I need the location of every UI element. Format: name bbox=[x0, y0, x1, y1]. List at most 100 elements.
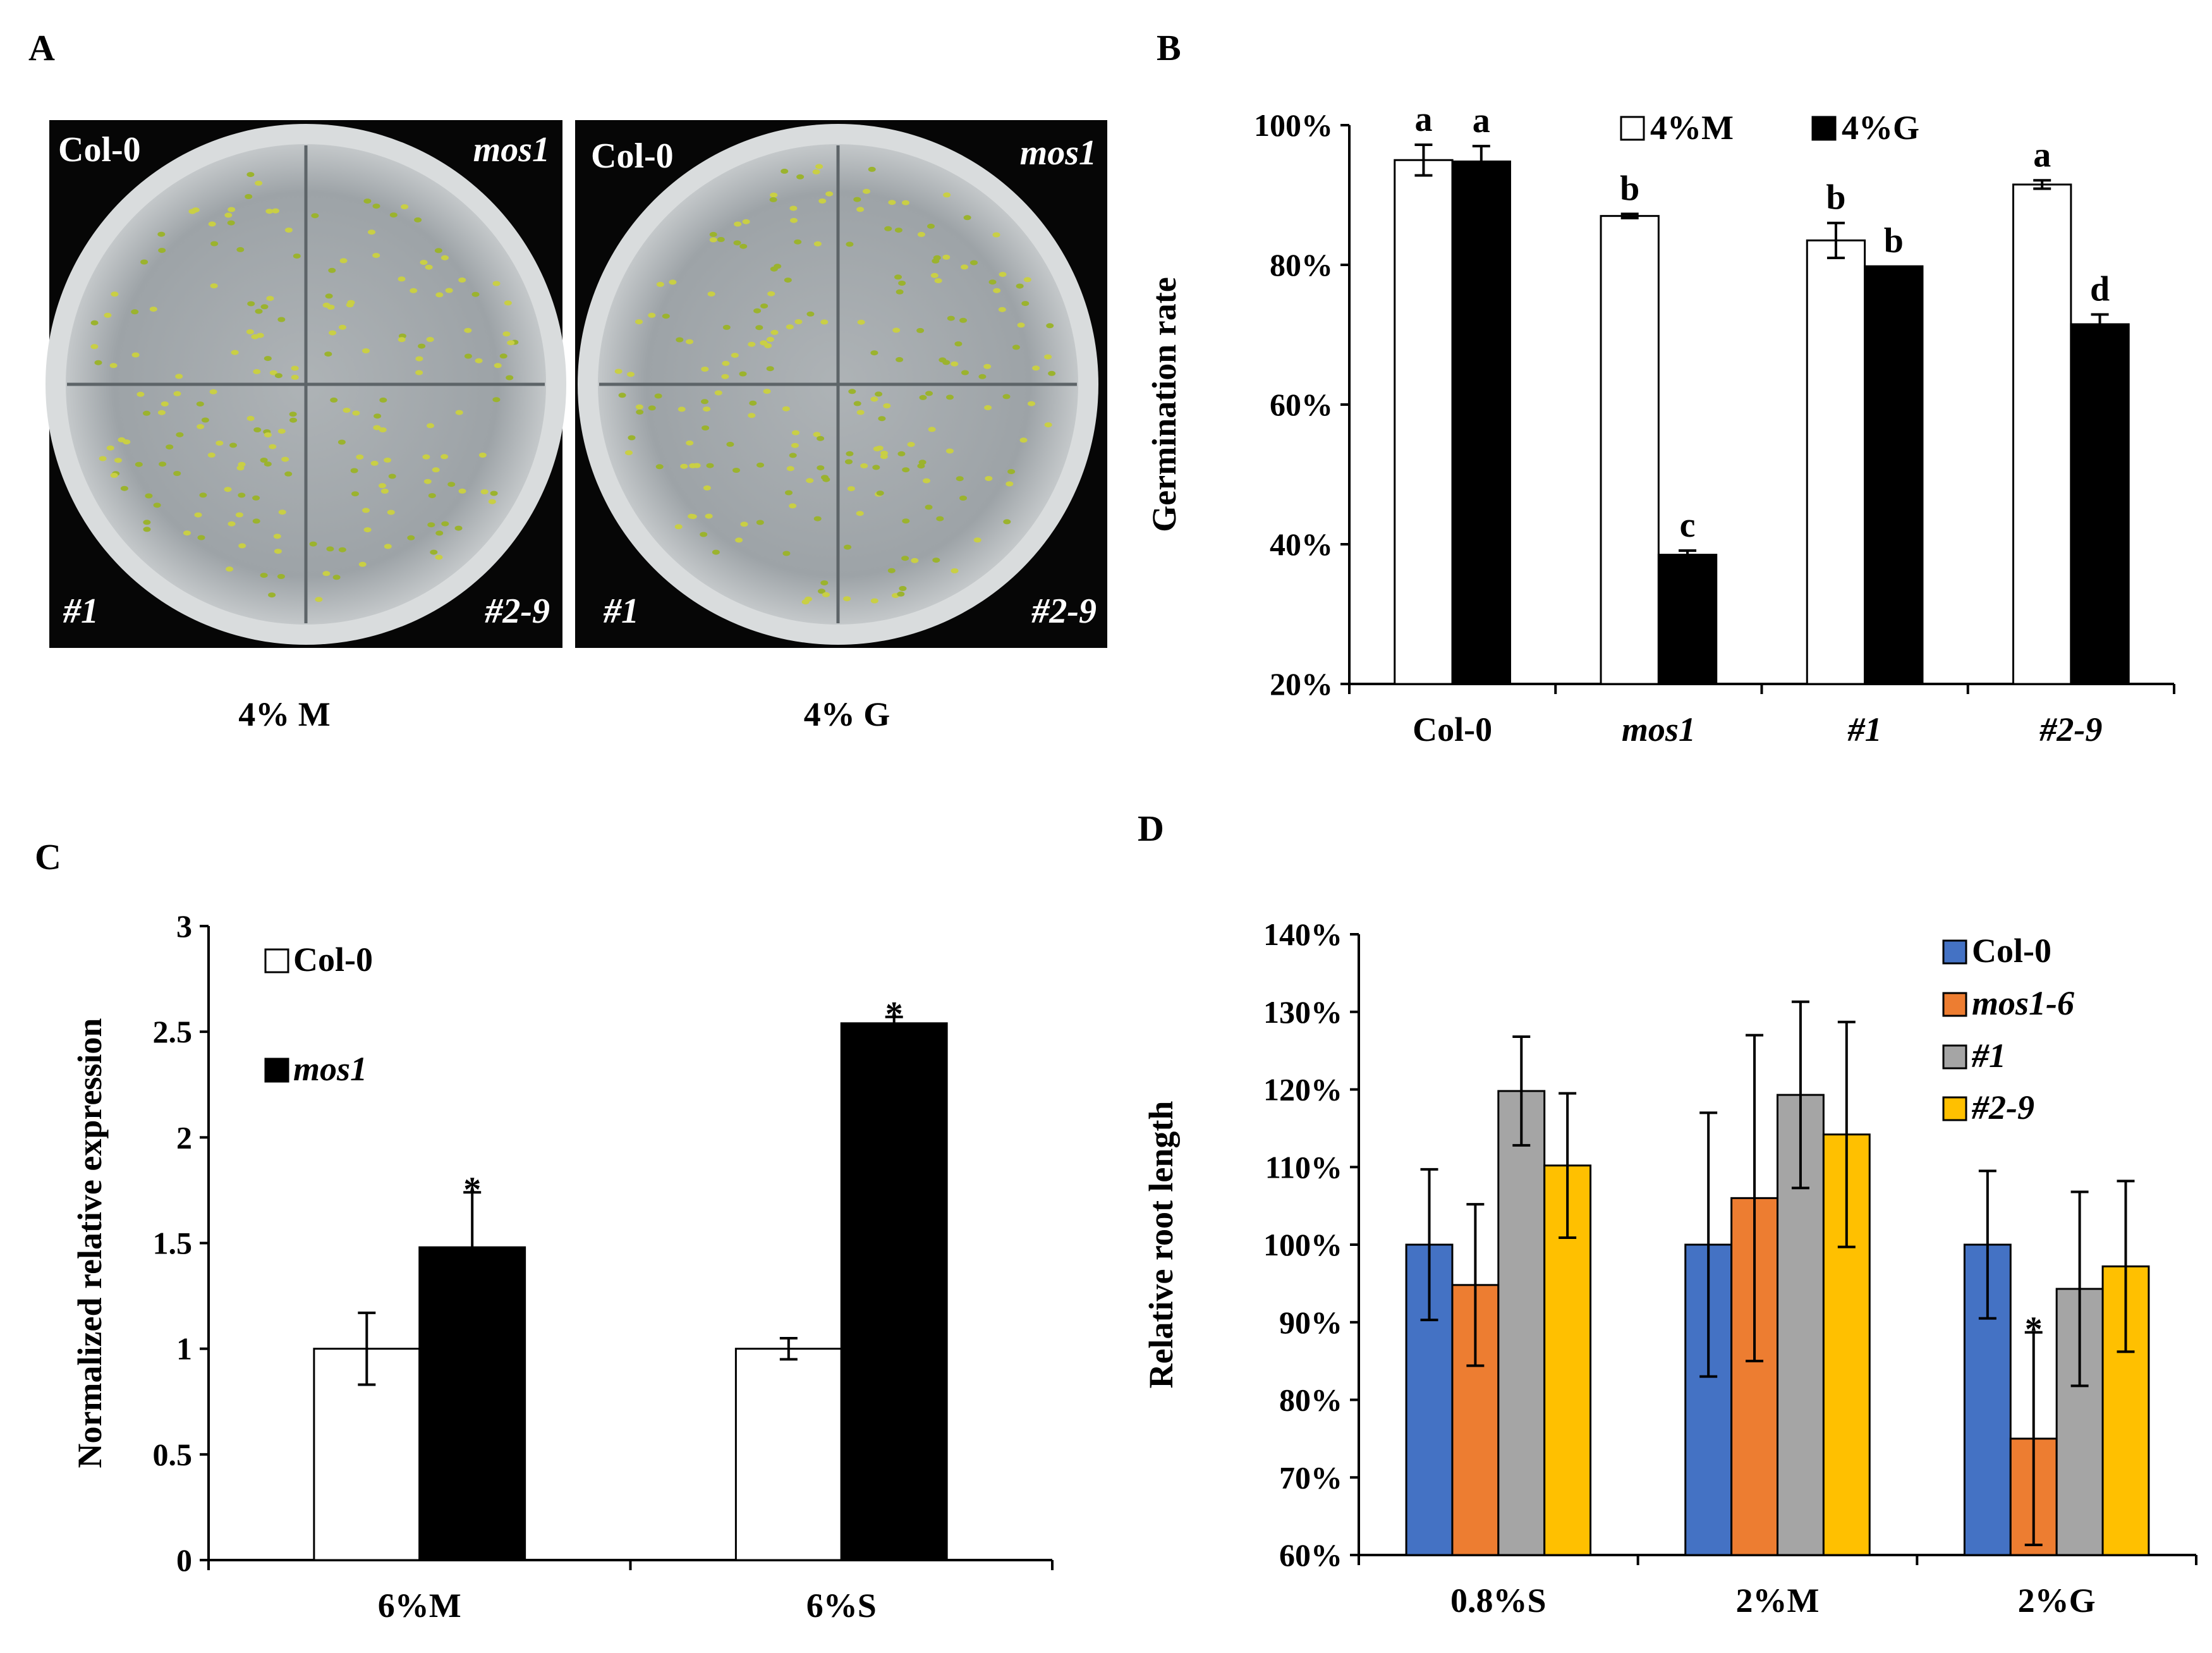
seedling bbox=[712, 549, 720, 555]
seedling bbox=[733, 240, 741, 246]
seedling bbox=[951, 568, 959, 573]
category-label: #2-9 bbox=[2039, 711, 2102, 748]
seedling bbox=[703, 485, 711, 491]
seedling bbox=[740, 522, 748, 527]
seedling bbox=[635, 404, 643, 410]
seedling bbox=[897, 591, 905, 597]
seedling bbox=[389, 212, 398, 218]
seedling bbox=[188, 209, 197, 214]
seedling bbox=[325, 293, 333, 299]
seedling bbox=[1046, 323, 1054, 329]
seedling bbox=[848, 389, 856, 394]
seedling bbox=[678, 406, 686, 412]
seedling bbox=[756, 520, 764, 525]
seedling bbox=[475, 358, 483, 363]
seedling bbox=[794, 319, 803, 324]
seedling bbox=[709, 237, 717, 243]
seedling bbox=[131, 309, 139, 315]
category-label: 6%S bbox=[806, 1587, 877, 1625]
significance-label: a bbox=[2033, 135, 2051, 174]
seedling bbox=[767, 291, 775, 296]
plate-label-top-left: Col-0 bbox=[591, 137, 674, 176]
seedling bbox=[352, 410, 360, 416]
seedling bbox=[887, 568, 896, 573]
seedling bbox=[896, 289, 904, 295]
seedling bbox=[384, 544, 392, 549]
seedling bbox=[363, 527, 372, 533]
seedling bbox=[988, 279, 997, 285]
seedling bbox=[812, 169, 820, 174]
seedling bbox=[961, 370, 969, 375]
legend-label: mos1 bbox=[293, 1050, 367, 1088]
seedling bbox=[268, 592, 276, 598]
seedling bbox=[919, 394, 927, 400]
y-tick-label: 0.5 bbox=[153, 1437, 193, 1472]
seedling bbox=[427, 522, 435, 528]
seedling bbox=[902, 518, 910, 524]
seedling bbox=[420, 260, 428, 265]
seedling bbox=[252, 518, 260, 524]
seedling bbox=[786, 466, 794, 472]
seedling bbox=[311, 213, 319, 219]
seedling bbox=[110, 473, 118, 478]
seedling bbox=[423, 479, 432, 484]
legend-swatch bbox=[1942, 992, 1967, 1017]
seedling bbox=[820, 580, 829, 586]
seedling bbox=[873, 446, 881, 452]
seedling bbox=[255, 180, 263, 186]
seedling bbox=[269, 370, 277, 375]
seedling bbox=[246, 172, 255, 178]
seedling bbox=[415, 370, 423, 375]
seedling bbox=[277, 574, 285, 579]
seedling bbox=[942, 360, 951, 365]
seedling bbox=[813, 241, 822, 247]
seedling bbox=[426, 337, 434, 342]
seedling bbox=[956, 476, 964, 482]
bar bbox=[2070, 323, 2130, 685]
seedling bbox=[896, 357, 904, 362]
seedling bbox=[273, 534, 281, 539]
seedling bbox=[414, 217, 422, 223]
seedling bbox=[418, 343, 426, 349]
seedling bbox=[153, 503, 161, 508]
seedling bbox=[686, 440, 694, 446]
seedling bbox=[427, 423, 434, 429]
plate-caption-4pct-m: 4% M bbox=[238, 695, 330, 733]
seedling bbox=[822, 477, 830, 482]
seedling bbox=[947, 315, 955, 321]
seedling bbox=[428, 493, 436, 499]
seedling bbox=[260, 458, 268, 463]
seedling bbox=[878, 416, 886, 422]
seedling bbox=[109, 363, 118, 369]
seedling bbox=[925, 504, 933, 510]
y-tick-label: 70% bbox=[1279, 1460, 1342, 1495]
legend-swatch bbox=[1620, 116, 1645, 141]
significance-label: b bbox=[1884, 221, 1904, 260]
seedling bbox=[464, 327, 472, 333]
seedling bbox=[901, 556, 909, 561]
seedling bbox=[872, 465, 880, 470]
seedling bbox=[388, 473, 396, 479]
seedling bbox=[235, 512, 243, 518]
seedling bbox=[764, 343, 772, 348]
seedling bbox=[806, 311, 815, 317]
seedling bbox=[846, 241, 854, 247]
seedling bbox=[362, 348, 370, 353]
y-tick-label: 110% bbox=[1265, 1149, 1342, 1185]
seedling bbox=[216, 441, 224, 446]
y-tick-label: 100% bbox=[1263, 1227, 1342, 1262]
panel-letter-b: B bbox=[1157, 27, 1181, 68]
seedling bbox=[322, 571, 331, 576]
seedling bbox=[327, 305, 335, 310]
seedling bbox=[1007, 469, 1016, 475]
seedling bbox=[173, 471, 181, 476]
seedling bbox=[488, 499, 496, 504]
seedling bbox=[284, 471, 293, 477]
seedling bbox=[998, 307, 1006, 312]
seedling bbox=[911, 558, 919, 563]
seedling bbox=[368, 229, 375, 235]
seedling bbox=[499, 353, 507, 359]
significance-label: a bbox=[1473, 101, 1490, 140]
seedling bbox=[875, 391, 883, 397]
seedling bbox=[936, 516, 944, 522]
